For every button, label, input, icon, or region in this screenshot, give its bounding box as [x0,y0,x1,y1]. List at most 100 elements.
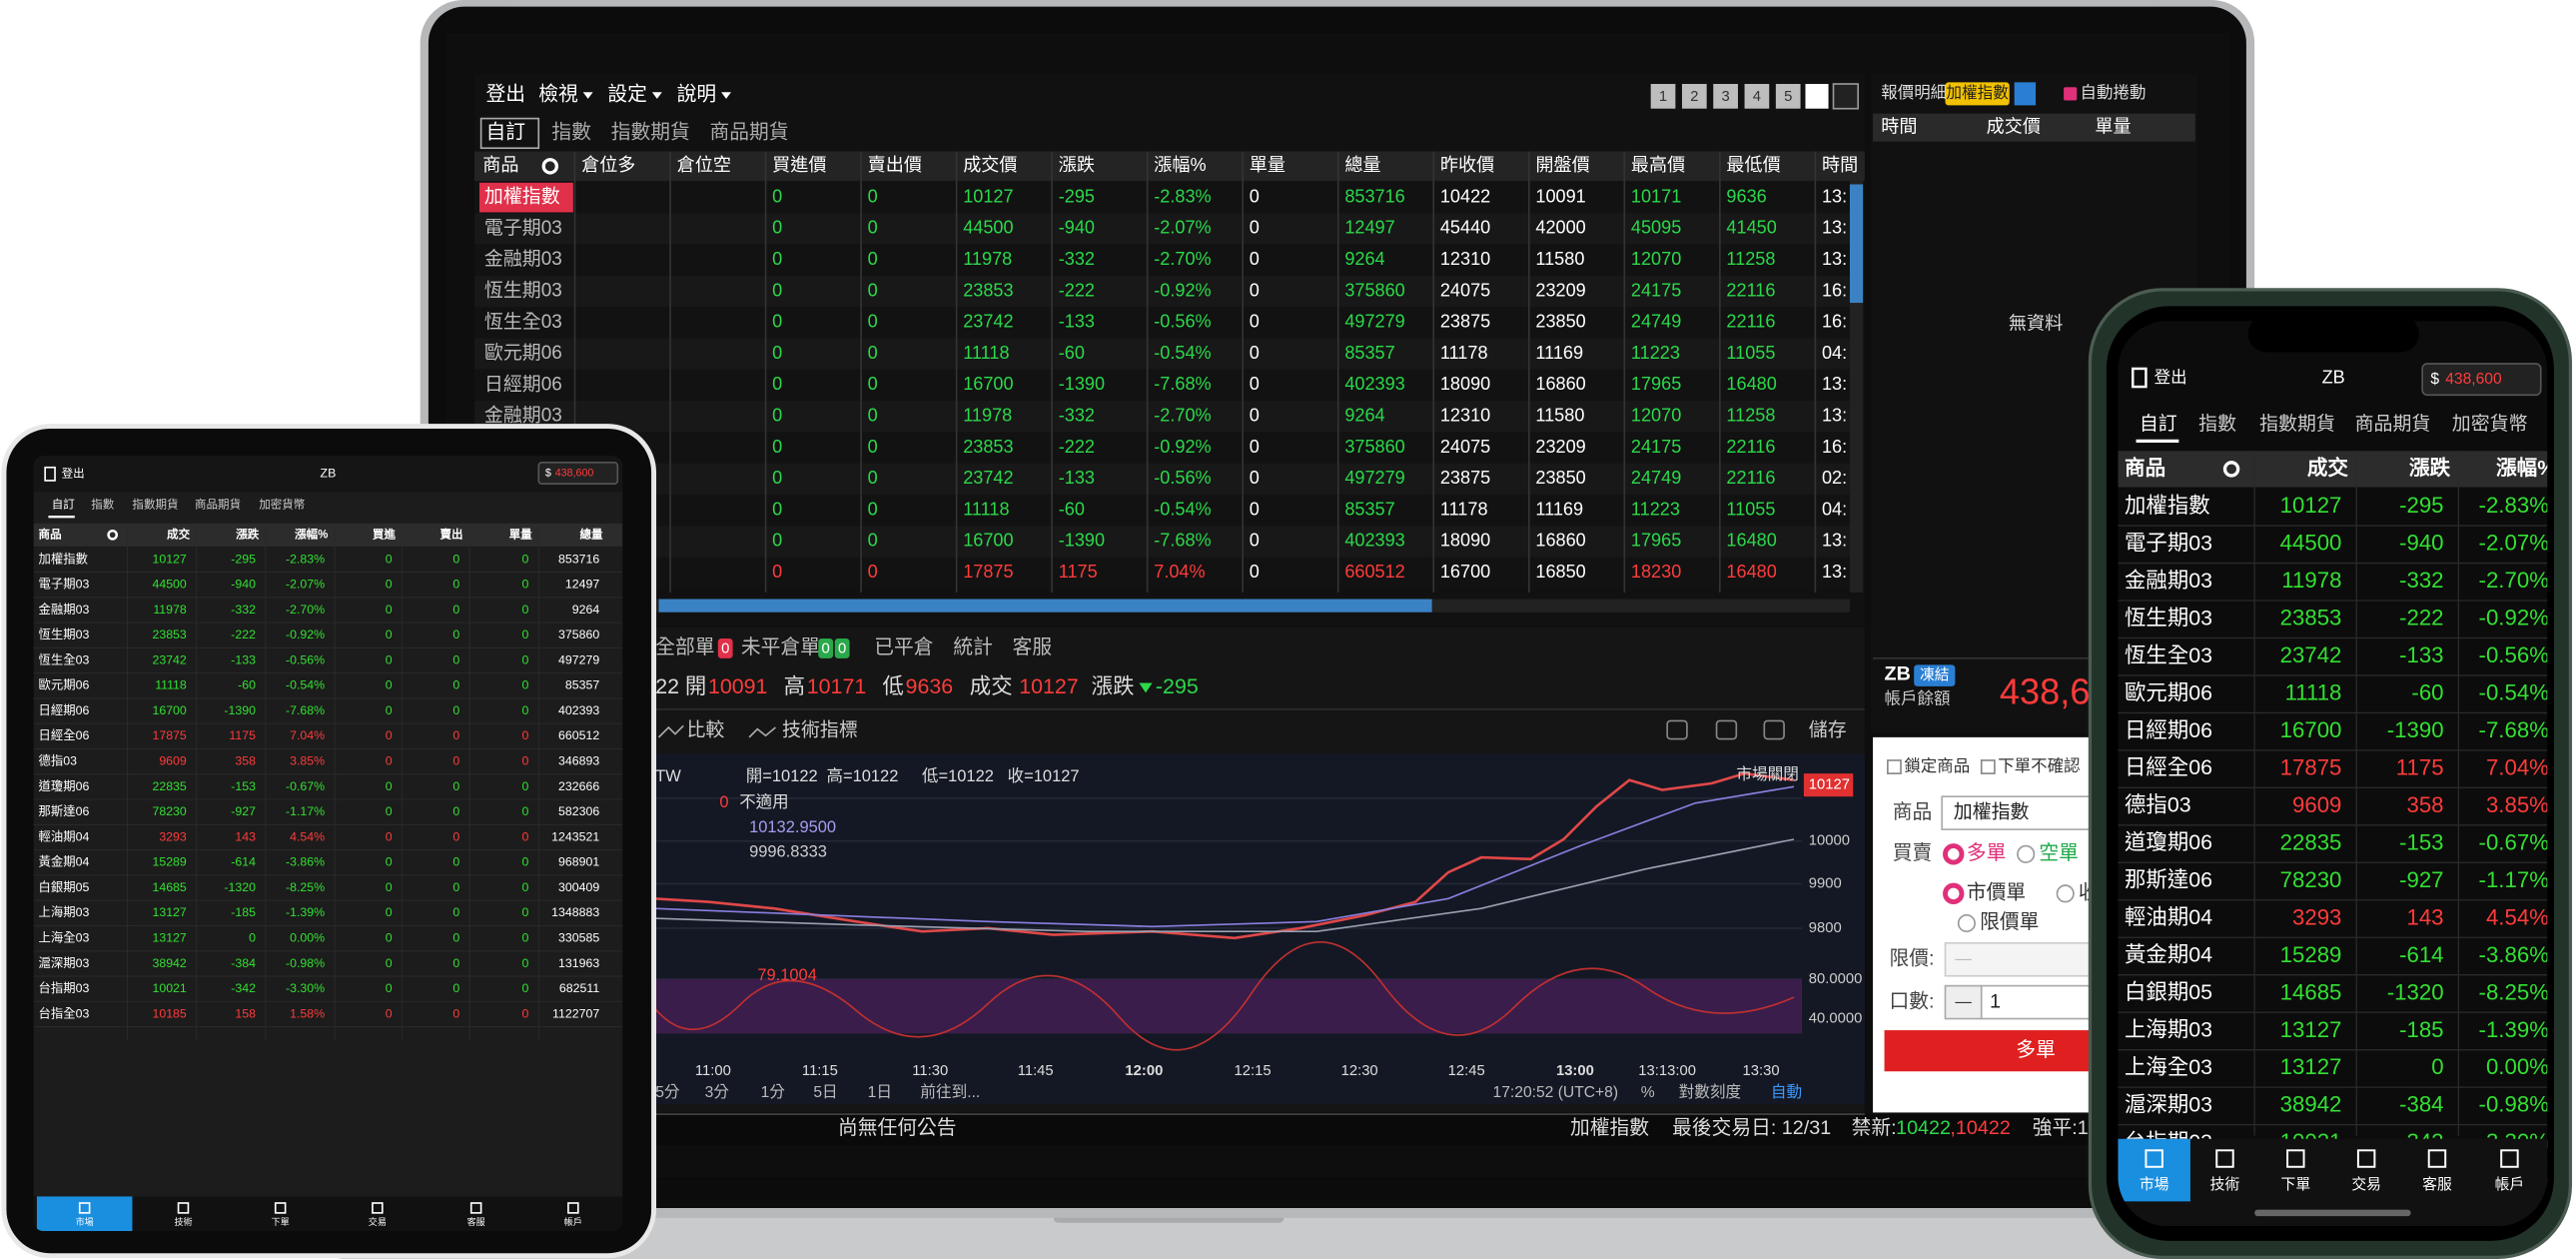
row-bg [474,401,1850,433]
radio[interactable] [2017,844,2036,863]
price-input[interactable] [1944,941,2105,977]
tab[interactable]: 指數 [91,498,115,512]
tab[interactable]: 商品期貨 [2355,413,2431,435]
toolbar-icon[interactable] [1763,719,1785,740]
interval[interactable]: 1分 [761,1083,786,1101]
side-symbol-button[interactable] [1945,82,2010,106]
menu-item[interactable]: 檢視 [538,84,578,106]
interval[interactable]: 5分 [655,1083,680,1101]
search-button[interactable] [2014,82,2037,106]
chart-option[interactable]: 對數刻度 [1679,1083,1742,1101]
ohlc: 收=10127 [1008,767,1080,785]
cell: -295 [1059,186,1095,206]
tab[interactable]: 指數期貨 [132,498,178,512]
logout[interactable]: 登出 [62,466,85,480]
checkbox[interactable] [1980,759,1996,774]
chart-option[interactable]: % [1641,1084,1655,1101]
window-button[interactable] [1744,84,1770,109]
menu-item[interactable]: 說明 [677,84,717,106]
logout-icon[interactable] [2132,367,2147,389]
radio[interactable] [1957,913,1976,933]
interval[interactable]: 5日 [813,1084,837,1101]
submit-button[interactable] [1884,1030,2104,1072]
column-header: 最低價 [1726,155,1780,175]
tab[interactable]: 指數期貨 [2259,413,2335,435]
chart-option[interactable]: 自動 [1771,1083,1802,1101]
order-tab[interactable]: 已平倉 [874,636,933,658]
nav-item[interactable]: 市場 [76,1216,94,1227]
window-button[interactable] [1650,84,1676,109]
product-name: 台指全03 [39,1005,90,1020]
nav-item[interactable]: 交易 [369,1216,387,1227]
window-button[interactable] [1832,83,1860,110]
tab[interactable]: 自訂 [2140,413,2177,435]
toolbar-button[interactable]: 比較 [687,718,725,740]
tab[interactable]: 加密貨幣 [2452,413,2528,435]
nav-item[interactable]: 帳戶 [2495,1176,2525,1193]
cell: 10021 [152,981,186,995]
order-tab[interactable]: 未平倉單 [741,636,820,658]
cell: 682511 [559,981,599,995]
field-label: 商品 [1893,801,1933,823]
radio[interactable] [2056,884,2075,903]
column-header: 昨收價 [1440,155,1494,175]
cell: 375860 [1344,437,1404,457]
interval[interactable]: 1日 [868,1084,892,1101]
tab[interactable]: 加密貨幣 [259,498,306,512]
nav-item[interactable]: 技術 [174,1216,192,1227]
cell: 9264 [572,603,600,617]
toolbar-icon[interactable] [1666,719,1688,740]
nav-item[interactable]: 交易 [2351,1175,2381,1193]
window-button[interactable] [1805,84,1829,109]
tab[interactable]: 指數 [551,122,591,144]
order-tab[interactable]: 全部單 [655,636,714,658]
tab[interactable]: 自訂 [52,498,76,512]
toolbar-icon[interactable] [1715,719,1738,740]
cell: 16480 [1726,562,1776,582]
tab[interactable]: 指數期貨 [611,122,690,144]
window-button[interactable] [1713,84,1738,109]
nav-item[interactable]: 市場 [2140,1176,2169,1193]
cell: 0 [522,652,529,666]
interval[interactable]: 3分 [705,1083,730,1101]
logout[interactable]: 登出 [2154,369,2187,387]
window-button[interactable] [1775,84,1801,109]
toolbar-button[interactable]: 技術指標 [782,718,858,740]
balance-box[interactable] [537,462,619,486]
menu-item[interactable]: 設定 [607,84,647,106]
nav-item[interactable]: 下單 [2281,1177,2311,1193]
nav-item[interactable]: 下單 [272,1217,290,1227]
checkbox[interactable] [2064,87,2078,101]
tab[interactable]: 指數 [2198,413,2236,435]
radio-checked[interactable] [1943,882,1965,905]
tab[interactable]: 商品期貨 [710,122,789,144]
checkbox[interactable] [1887,759,1902,774]
tab[interactable]: 商品期貨 [195,498,241,512]
tab[interactable]: 自訂 [486,122,526,144]
cell: 0 [522,552,529,566]
product-name: 日經全06 [39,728,90,742]
cell: 9609 [159,754,187,768]
radio-checked[interactable] [1943,843,1965,865]
menu-item[interactable]: 登出 [486,84,526,106]
nav-item[interactable]: 客服 [467,1216,485,1227]
logout-icon[interactable] [44,466,56,482]
interval[interactable]: 前往到... [920,1083,980,1101]
order-tab[interactable]: 客服 [1013,636,1053,658]
cell: 0 [1250,468,1260,488]
cell: 0 [522,829,529,843]
cell: -133 [1059,468,1095,488]
save-button[interactable]: 儲存 [1809,718,1847,740]
account: ZB [321,467,337,481]
nav-item[interactable]: 客服 [2422,1176,2452,1193]
nav-item[interactable]: 技術 [2210,1176,2240,1193]
qty-input[interactable] [1980,984,2105,1020]
cell: -614 [231,855,256,869]
cell: 7.04% [290,728,325,742]
nav-item[interactable]: 帳戶 [564,1216,582,1227]
cell: 22835 [2280,829,2342,854]
order-tab[interactable]: 統計 [953,636,993,658]
balance-box[interactable] [2421,363,2542,397]
window-button[interactable] [1681,84,1707,109]
cell: 04: [1822,343,1847,363]
